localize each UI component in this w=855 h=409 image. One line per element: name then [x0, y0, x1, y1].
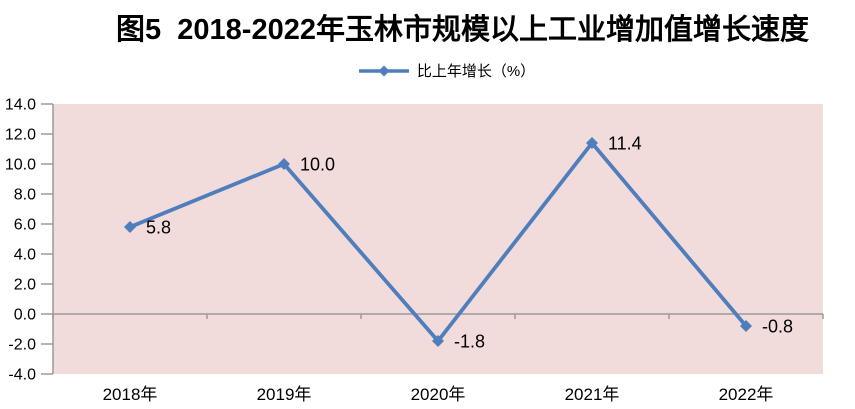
data-point-marker: [124, 221, 136, 233]
y-axis-tick-label: 0.0: [14, 307, 36, 324]
data-point-marker: [740, 320, 752, 332]
y-axis-tick-label: -2.0: [8, 337, 36, 354]
data-point-marker: [432, 335, 444, 347]
y-axis-tick-label: 6.0: [14, 217, 36, 234]
y-axis-tick-label: 4.0: [14, 247, 36, 264]
x-axis-category-label: 2019年: [257, 385, 312, 404]
y-axis-tick-label: 14.0: [5, 97, 36, 114]
x-axis-category-label: 2018年: [103, 385, 158, 404]
x-axis-category-label: 2021年: [565, 385, 620, 404]
data-point-label: 11.4: [608, 134, 642, 154]
x-axis-category-label: 2022年: [719, 385, 774, 404]
plot-area-background: [53, 104, 823, 374]
y-axis-tick-label: 2.0: [14, 277, 36, 294]
data-point-label: -1.8: [454, 332, 485, 352]
y-axis-tick-label: 12.0: [5, 127, 36, 144]
legend: 比上年增长（%）: [0, 60, 855, 81]
y-axis-tick-label: -4.0: [8, 367, 36, 384]
chart-title: 图5 2018-2022年玉林市规模以上工业增加值增长速度: [116, 14, 809, 46]
data-point-marker: [278, 158, 290, 170]
legend-diamond-marker-icon: [378, 65, 390, 76]
y-axis-tick-label: 8.0: [14, 187, 36, 204]
data-point-label: -0.8: [762, 317, 793, 337]
data-point-label: 10.0: [300, 155, 335, 175]
data-point-label: 5.8: [146, 218, 171, 238]
data-point-marker: [586, 137, 598, 149]
x-axis-category-label: 2020年: [411, 385, 466, 404]
legend-line-diamond-icon: [358, 65, 409, 76]
y-axis-tick-label: 10.0: [5, 157, 36, 174]
legend-label: 比上年增长（%）: [416, 63, 536, 80]
